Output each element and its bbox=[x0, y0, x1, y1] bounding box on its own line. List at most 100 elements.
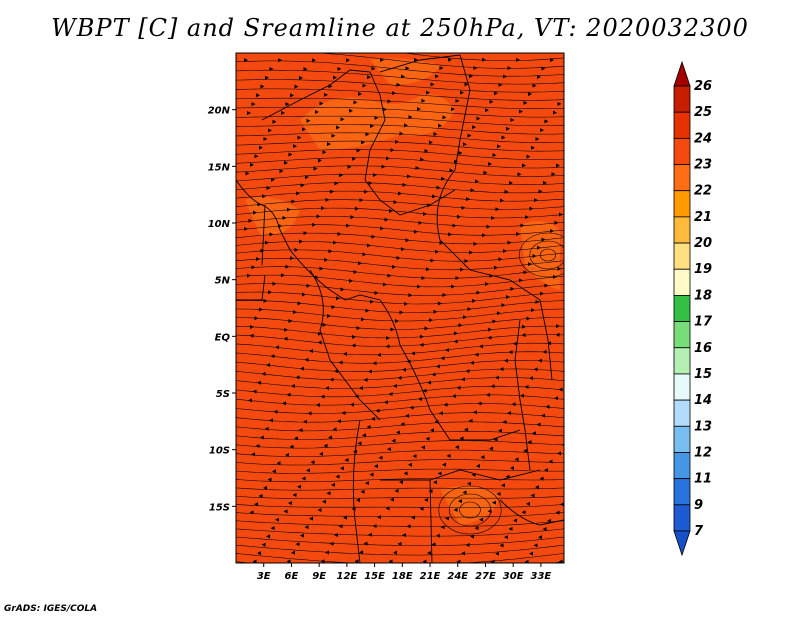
streamline-arrow bbox=[513, 518, 517, 523]
streamline-arrow bbox=[272, 469, 276, 474]
streamline-arrow bbox=[456, 559, 461, 563]
streamline-arrow bbox=[304, 525, 309, 530]
streamline-arrow bbox=[430, 258, 435, 263]
streamline-arrow bbox=[247, 273, 251, 278]
latitude-axis: 20N 15N 10N 5N EQ 5S 10S 15S bbox=[208, 106, 236, 513]
colorbar-segment bbox=[673, 425, 691, 453]
streamline-arrow bbox=[363, 377, 368, 382]
streamline-arrow bbox=[248, 218, 253, 223]
streamline-arrow bbox=[323, 443, 328, 448]
streamline-arrow bbox=[418, 397, 422, 402]
streamline-arrow bbox=[464, 82, 469, 87]
streamline-arrow bbox=[390, 148, 395, 153]
streamline-arrow bbox=[486, 224, 491, 229]
streamline-arrow bbox=[448, 57, 452, 62]
streamline-arrow bbox=[522, 163, 526, 168]
streamline-arrow bbox=[414, 57, 418, 62]
streamline-arrow bbox=[431, 372, 436, 377]
streamline-arrow bbox=[285, 452, 289, 457]
streamline bbox=[236, 528, 564, 537]
streamline-arrow bbox=[442, 462, 446, 467]
streamline-arrow bbox=[385, 506, 390, 511]
streamline-arrow bbox=[461, 377, 465, 382]
streamline-arrow bbox=[318, 158, 322, 163]
streamline-arrow bbox=[469, 74, 473, 79]
colorbar-level-label: 22 bbox=[694, 184, 712, 199]
colorbar-segment bbox=[673, 399, 691, 427]
streamline-arrow bbox=[540, 128, 544, 133]
streamline-arrow bbox=[514, 457, 519, 462]
streamline-arrow bbox=[269, 418, 273, 423]
streamline-arrow bbox=[281, 273, 285, 278]
longitude-axis: 3E 6E 9E 12E 15E 18E 21E 24E 27E 30E 33E bbox=[257, 563, 551, 582]
lat-tick-label: 10N bbox=[208, 219, 231, 230]
streamline-arrow bbox=[251, 102, 256, 107]
streamline-arrow bbox=[455, 276, 460, 281]
streamline-arrow bbox=[270, 354, 275, 359]
streamline-arrow bbox=[293, 310, 297, 315]
streamline-arrow bbox=[295, 542, 300, 547]
colorbar-level-label: 13 bbox=[694, 419, 712, 434]
country-boundary bbox=[380, 469, 541, 481]
streamline-arrow bbox=[508, 350, 513, 355]
colorbar-segment bbox=[673, 137, 691, 165]
colorbar-level-label: 18 bbox=[694, 288, 712, 303]
streamline-arrow bbox=[538, 535, 542, 540]
streamline-arrow bbox=[498, 428, 502, 433]
streamline-arrow bbox=[489, 99, 494, 104]
streamline-arrow bbox=[321, 206, 325, 211]
streamline bbox=[236, 207, 564, 219]
streamline-arrow bbox=[439, 240, 444, 245]
streamline-arrow bbox=[408, 293, 413, 298]
streamline-arrow bbox=[326, 491, 331, 496]
streamline-arrow bbox=[538, 358, 542, 363]
streamline-arrow bbox=[401, 247, 405, 252]
streamline bbox=[236, 468, 564, 474]
streamline-arrow bbox=[337, 66, 342, 71]
streamline-arrow bbox=[286, 392, 291, 397]
streamline-arrow bbox=[474, 526, 479, 531]
streamline-arrow bbox=[525, 41, 529, 45]
streamline-arrow bbox=[262, 194, 266, 199]
streamline-arrow bbox=[509, 180, 513, 185]
streamline-arrow bbox=[254, 316, 259, 321]
streamline-arrow bbox=[272, 119, 277, 124]
streamline-arrow bbox=[394, 488, 399, 493]
streamline-arrow bbox=[541, 237, 546, 242]
streamline-arrow bbox=[284, 327, 288, 332]
streamline-arrow bbox=[502, 419, 507, 424]
streamline-arrow bbox=[531, 308, 535, 313]
streamline bbox=[236, 60, 564, 77]
streamline-arrow bbox=[497, 311, 501, 316]
streamline bbox=[236, 258, 564, 271]
streamline-arrow bbox=[284, 160, 288, 165]
streamline bbox=[236, 224, 564, 236]
streamline-arrow bbox=[455, 98, 460, 103]
streamline-arrow bbox=[485, 108, 489, 113]
streamline-arrow bbox=[554, 396, 558, 401]
streamline-arrow bbox=[276, 461, 281, 466]
streamline-arrow bbox=[426, 90, 430, 95]
streamline bbox=[236, 173, 564, 185]
streamline bbox=[236, 512, 564, 518]
country-boundary bbox=[499, 499, 564, 526]
streamline-arrow bbox=[251, 265, 256, 270]
streamline-arrow bbox=[263, 298, 268, 303]
streamline-arrow bbox=[557, 101, 562, 106]
streamline-arrow bbox=[396, 255, 401, 260]
colorbar-segment bbox=[673, 190, 691, 218]
streamline-arrow bbox=[268, 128, 272, 133]
streamline-arrow bbox=[465, 542, 470, 547]
streamline-arrow bbox=[374, 290, 379, 295]
streamline-arrow bbox=[475, 179, 479, 184]
streamline-arrow bbox=[426, 267, 430, 272]
streamline-arrow bbox=[281, 110, 285, 115]
streamline-arrow bbox=[249, 333, 254, 338]
streamline-arrow bbox=[405, 238, 410, 243]
streamline bbox=[236, 232, 564, 245]
streamline-arrow bbox=[556, 163, 560, 168]
streamline-arrow bbox=[452, 223, 457, 228]
streamline bbox=[236, 342, 564, 356]
streamline-arrow bbox=[436, 185, 441, 190]
streamline-arrow bbox=[538, 189, 543, 194]
